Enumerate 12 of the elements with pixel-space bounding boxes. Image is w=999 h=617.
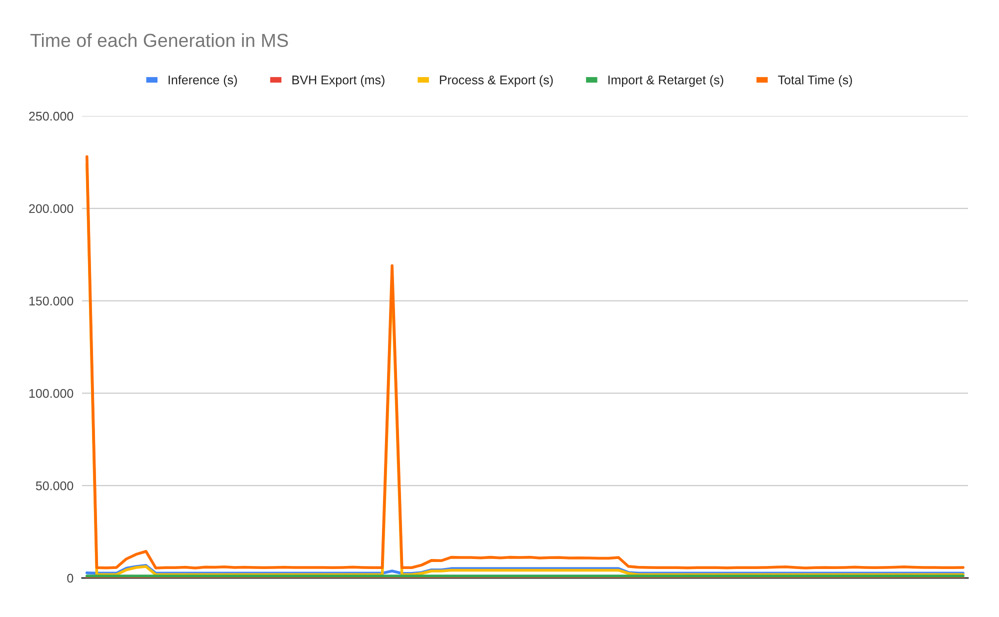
y-tick-label: 250.000 <box>29 112 74 121</box>
legend-label: Total Time (s) <box>778 75 852 87</box>
y-tick-label: 100.000 <box>29 389 74 398</box>
legend-label: Process & Export (s) <box>440 75 553 87</box>
legend-label: BVH Export (ms) <box>292 75 384 87</box>
legend-label: Import & Retarget (s) <box>608 75 724 87</box>
y-tick-label: 200.000 <box>29 204 74 214</box>
y-tick-label: 150.000 <box>29 296 74 306</box>
y-tick-label: 50.000 <box>36 481 74 490</box>
legend-label: Inference (s) <box>168 75 237 87</box>
chart-title: Time of each Generation in MS <box>30 33 288 48</box>
y-tick-label: 0 <box>67 574 74 583</box>
